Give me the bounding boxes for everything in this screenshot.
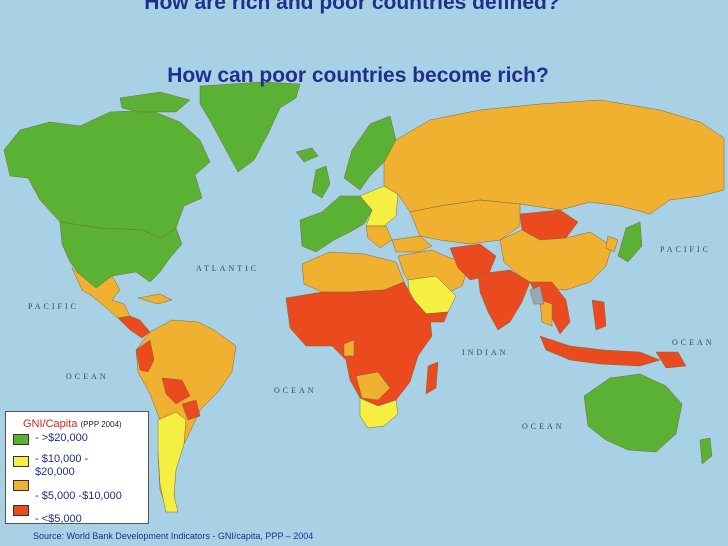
iceland [295, 147, 319, 163]
sub-saharan-africa [285, 281, 433, 407]
title-line-1: How are rich and poor countries defined? [144, 0, 560, 14]
ocean-atlantic-label: OCEAN [274, 386, 317, 395]
legend-subtitle: (PPP 2004) [80, 420, 122, 429]
philippines [591, 299, 607, 331]
canada-arctic-islands [119, 91, 191, 113]
madagascar [425, 361, 439, 395]
legend-swatch-middle [13, 480, 29, 491]
india [477, 269, 531, 331]
legend-swatch-poor [13, 505, 29, 516]
map-legend: GNI/Capita (PPP 2004) - >$20,000 - $10,0… [5, 411, 149, 525]
bolivia [161, 377, 191, 405]
legend-label-middle: - $5,000 -$10,000 [35, 490, 122, 502]
legend-label-rich: - >$20,000 [35, 432, 88, 444]
legend-swatch-upper-middle [13, 456, 29, 467]
legend-label-upper-middle: - $10,000 - $20,000 [35, 453, 89, 478]
central-asia [409, 199, 521, 245]
papua-new-guinea [655, 351, 687, 369]
ocean-indian-label: OCEAN [522, 422, 565, 431]
balkans [365, 225, 393, 249]
myanmar-no-data [529, 285, 545, 305]
pacific-left-label: PACIFIC [28, 302, 79, 311]
thailand [539, 299, 553, 327]
australia [583, 373, 683, 453]
indonesia [539, 335, 661, 367]
title-line-2: How can poor countries become rich? [167, 64, 549, 87]
western-europe [299, 195, 373, 253]
legend-title: GNI/Capita (PPP 2004) [23, 418, 122, 430]
indian-label: INDIAN [462, 348, 509, 357]
caribbean [137, 293, 173, 305]
mexico [71, 267, 131, 319]
usa [59, 221, 183, 289]
andes-poor [135, 339, 155, 373]
paraguay [181, 399, 201, 421]
gabon-botswana [343, 339, 355, 357]
greenland [199, 81, 301, 173]
ocean-right-label: OCEAN [672, 338, 715, 347]
turkey [391, 235, 433, 253]
legend-swatch-rich [13, 434, 29, 445]
argentina-chile [157, 411, 187, 513]
legend-label-poor: - <$5,000 [35, 513, 82, 525]
source-note: Source: World Bank Development Indicator… [33, 531, 314, 541]
ocean-left-label: OCEAN [66, 372, 109, 381]
southern-africa [355, 371, 391, 401]
legend-title-text: GNI/Capita [23, 418, 78, 430]
new-zealand [699, 437, 713, 465]
japan [617, 221, 643, 263]
uk-ireland [311, 165, 331, 199]
atlantic-label: ATLANTIC [196, 264, 260, 273]
pacific-right-label: PACIFIC [660, 245, 711, 254]
south-africa [359, 397, 399, 429]
canada-alaska [3, 109, 211, 239]
korea [605, 235, 619, 253]
